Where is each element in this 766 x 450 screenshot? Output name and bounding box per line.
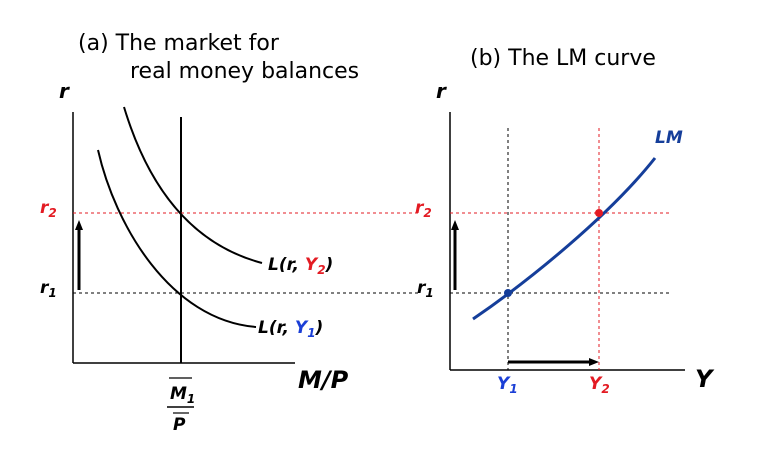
panel-b-x-axis-label: Y: [695, 365, 715, 393]
equilibrium-point-1: [504, 289, 512, 297]
panel-a-y-axis-label: r: [59, 79, 70, 103]
r1-label-b: r1: [417, 278, 434, 300]
r1-label-a: r1: [40, 278, 57, 300]
supply-denominator: P: [173, 415, 186, 435]
lm-curve-label: LM: [655, 128, 683, 148]
curve-label-y2: L(r, Y2): [268, 255, 333, 277]
r-increase-arrowhead-b: [451, 220, 459, 230]
demand-curve-y2: [123, 106, 263, 264]
y2-label: Y2: [589, 374, 610, 396]
panel-a-title-line2: real money balances: [130, 59, 359, 84]
money-supply-label: M1 P: [167, 377, 195, 435]
y1-label: Y1: [497, 374, 518, 396]
curve-label-y1: L(r, Y1): [258, 318, 323, 340]
y-increase-arrowhead: [589, 358, 599, 366]
panel-b: (b) The LM curve r Y LM r2 r1 Y1 Y2: [415, 46, 715, 396]
panel-a-title-line1: (a) The market for: [78, 31, 280, 56]
panel-a-x-axis-label: M/P: [298, 366, 349, 394]
r-increase-arrowhead-a: [75, 220, 83, 230]
equilibrium-point-2: [595, 209, 603, 217]
panel-b-y-axis-label: r: [436, 79, 447, 103]
demand-curve-y1: [97, 149, 257, 328]
r2-label-a: r2: [40, 198, 57, 220]
lm-curve: [472, 157, 657, 321]
r2-label-b: r2: [415, 198, 432, 220]
panel-b-title: (b) The LM curve: [470, 46, 656, 71]
panel-a: (a) The market for real money balances r…: [40, 31, 420, 435]
supply-numerator: M1: [170, 384, 195, 406]
